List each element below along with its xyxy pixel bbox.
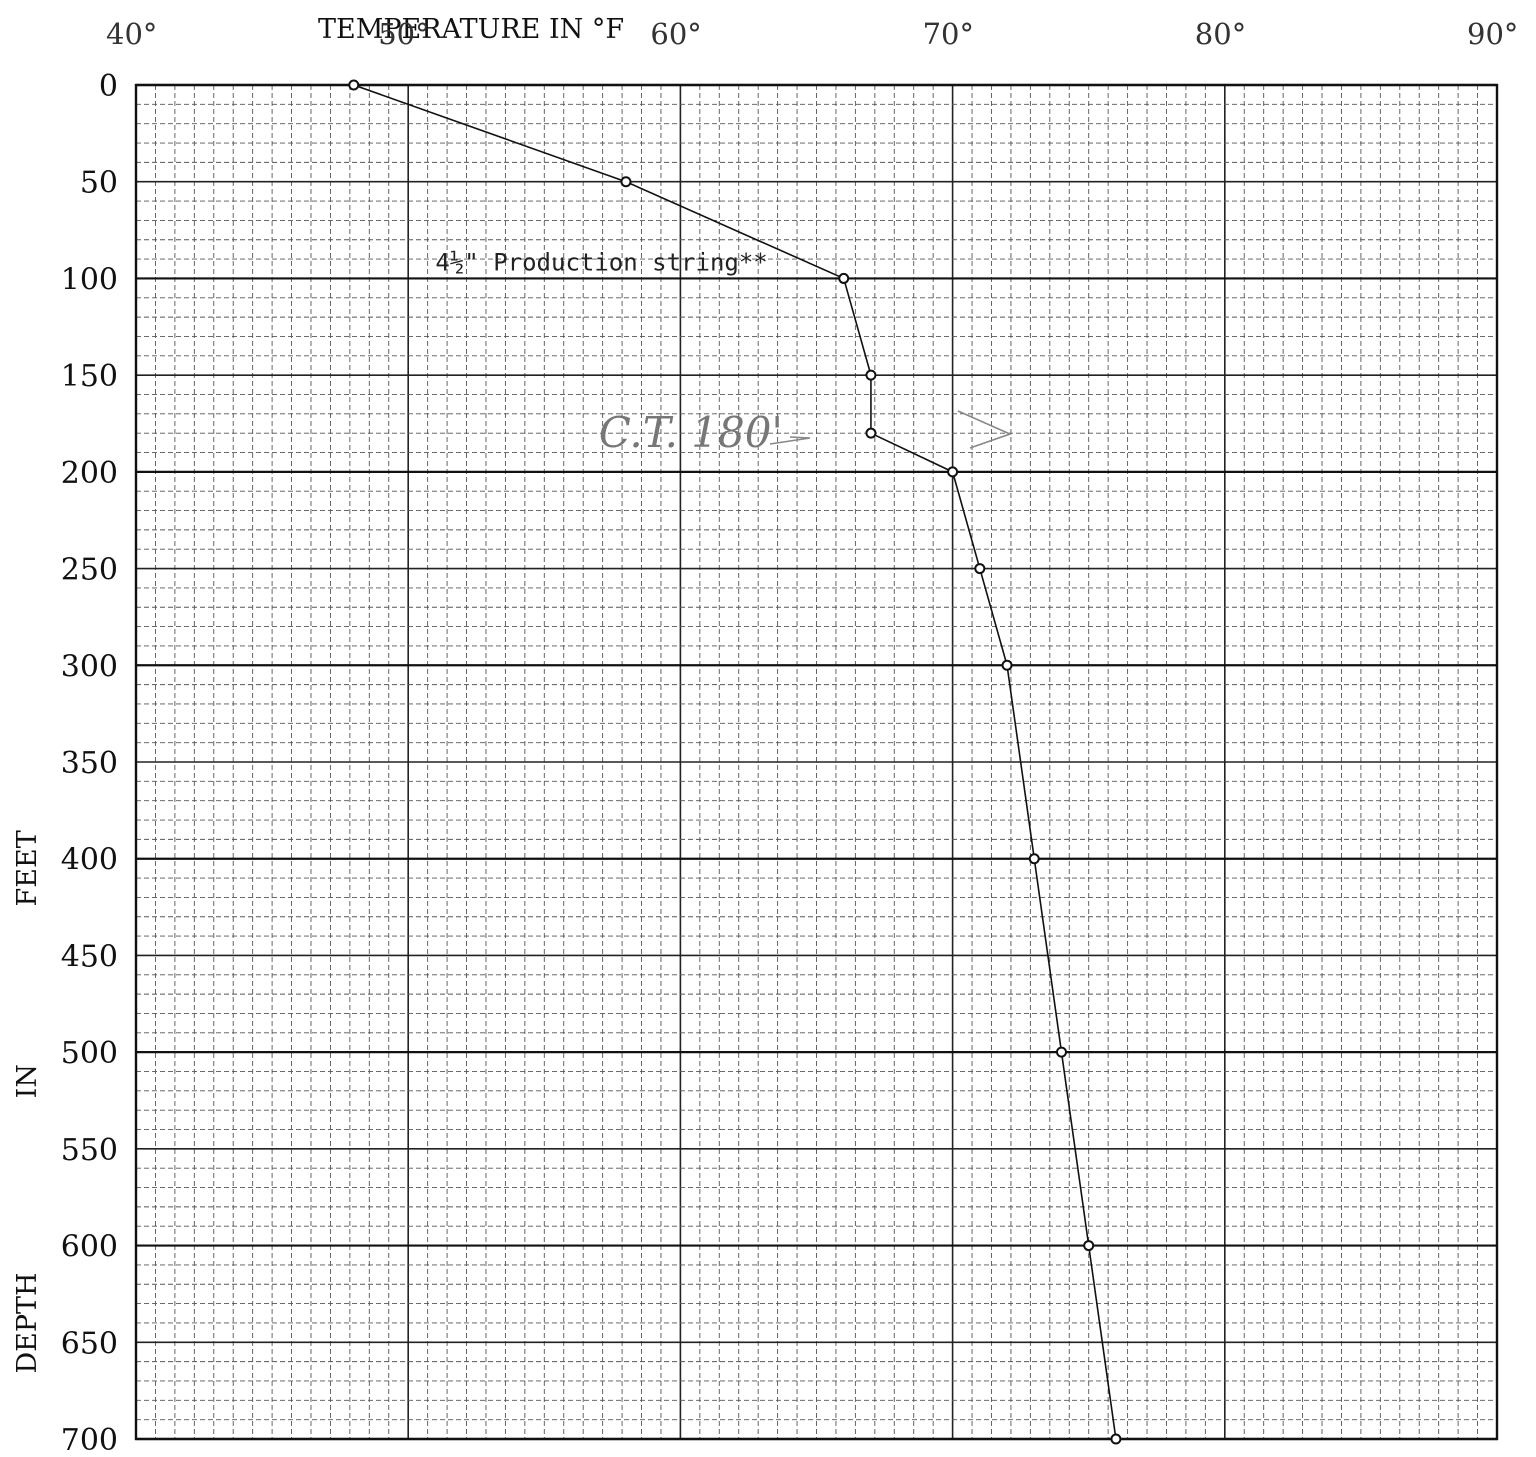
x-tick-label: 90° — [1467, 17, 1518, 51]
x-tick-label: 60° — [650, 17, 701, 51]
ct-arrow-1 — [769, 436, 811, 445]
data-point — [838, 272, 850, 284]
y-tick-label: 50 — [80, 166, 118, 201]
x-tick-label: 40° — [106, 17, 157, 51]
y-axis-label: DEPTH IN FEET — [12, 830, 43, 1373]
plot-grid — [135, 83, 1498, 1441]
y-tick-label: 400 — [61, 843, 118, 878]
y-tick-label: 650 — [61, 1326, 118, 1361]
y-axis-label-word: IN — [12, 1064, 43, 1098]
production-string-annotation: 4½" Production string** — [435, 249, 767, 277]
plot-frame — [134, 83, 1499, 1441]
y-tick-labels: 0 50 100 150 200 250 300 350 400 450 500 550 600 650 7… — [61, 69, 118, 1457]
annotations: 4½" Production string** C.T. 180' — [435, 249, 783, 457]
x-tick-label: 50° — [378, 17, 429, 51]
y-tick-label: 100 — [61, 262, 118, 297]
y-axis-label-word: DEPTH — [12, 1272, 43, 1373]
data-point — [947, 466, 959, 478]
data-points — [348, 79, 1122, 1445]
y-tick-label: 350 — [61, 746, 118, 781]
temperature-profile-line — [353, 84, 1117, 1440]
x-axis-label: TEMPERATURE IN °F — [318, 14, 624, 45]
data-point — [974, 563, 986, 575]
y-tick-label: 450 — [61, 939, 118, 974]
data-point — [865, 369, 877, 381]
y-tick-label: 300 — [61, 649, 118, 684]
y-tick-label: 150 — [61, 359, 118, 394]
y-axis-label-word: FEET — [12, 830, 43, 906]
y-tick-label: 700 — [61, 1423, 118, 1457]
y-tick-label: 0 — [99, 69, 118, 104]
data-point — [865, 427, 877, 439]
data-point — [1028, 853, 1040, 865]
y-tick-label: 500 — [61, 1036, 118, 1071]
y-tick-label: 200 — [61, 456, 118, 491]
y-tick-label: 550 — [61, 1133, 118, 1168]
y-tick-label: 250 — [61, 553, 118, 588]
x-tick-label: 80° — [1195, 17, 1246, 51]
data-point — [1083, 1240, 1095, 1252]
data-point — [1001, 659, 1013, 671]
x-tick-labels: 40° 50° 60° 70° 80° 90° — [106, 17, 1518, 51]
data-point — [1110, 1433, 1122, 1445]
data-point — [620, 176, 632, 188]
ct-arrows — [769, 410, 1013, 449]
data-point — [1055, 1046, 1067, 1058]
ct-arrow-2 — [957, 410, 1013, 449]
x-tick-label: 70° — [923, 17, 974, 51]
data-point — [348, 79, 360, 91]
casing-top-annotation: C.T. 180' — [599, 408, 783, 457]
y-tick-label: 600 — [61, 1230, 118, 1265]
